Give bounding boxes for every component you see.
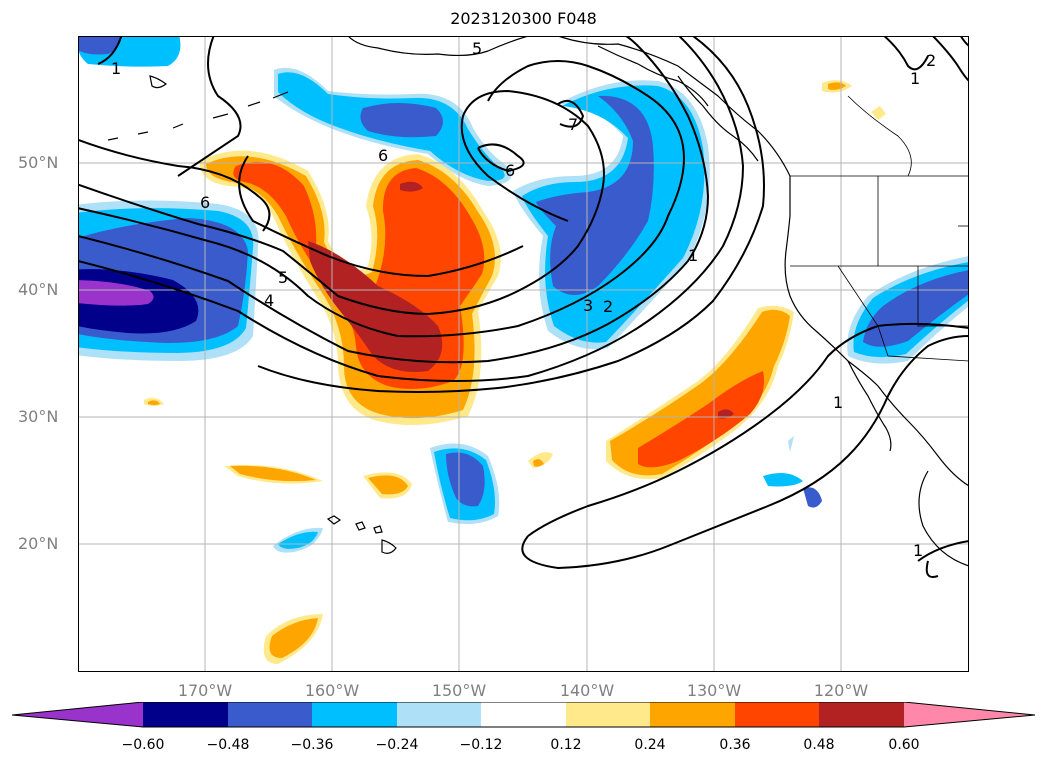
- contour-label: 6: [378, 146, 388, 165]
- contour-label: 1: [688, 246, 698, 265]
- contour-label: 1: [913, 541, 923, 560]
- colorbar-tick: 0.12: [550, 737, 582, 753]
- positive-anomaly-subtropical-band: [606, 305, 794, 480]
- colorbar-cell: [735, 702, 819, 727]
- contour-label: 6: [200, 193, 210, 212]
- colorbar-outline: [12, 702, 1036, 728]
- colorbar-tick: 0.36: [719, 737, 751, 753]
- contour-labels: 5 6 6 6 5 4 3 2 1 1 7 1 2 1 1: [111, 39, 936, 560]
- colorbar-cell: [143, 702, 228, 727]
- negative-anomaly-coastal-small: [763, 436, 822, 508]
- political-borders: [790, 95, 969, 362]
- contour-label: 1: [111, 59, 121, 78]
- lat-label-20n: 20°N: [18, 534, 59, 553]
- contour-label: 3: [583, 296, 593, 315]
- colorbar: [12, 702, 1036, 728]
- colorbar-cell: [566, 702, 650, 727]
- colorbar-cell: [819, 702, 904, 727]
- map-title: 2023120300 F048: [450, 9, 597, 28]
- contour-label: 7: [568, 115, 578, 134]
- lat-label-50n: 50°N: [18, 153, 59, 172]
- colorbar-tick: 0.60: [888, 737, 920, 753]
- contour-label: 2: [926, 51, 936, 70]
- colorbar-extend-low: [12, 702, 143, 727]
- negative-anomaly-southwest: [273, 527, 323, 553]
- colorbar-tick: −0.12: [459, 737, 503, 753]
- map-plot: 5 6 6 6 5 4 3 2 1 1 7 1 2 1 1: [78, 36, 969, 672]
- colorbar-extend-high: [904, 702, 1035, 727]
- colorbar-cell: [228, 702, 312, 727]
- colorbar-cell: [650, 702, 735, 727]
- colorbar-tick: −0.24: [375, 737, 419, 753]
- lon-label-120w: 120°W: [813, 681, 869, 700]
- colorbar-tick: −0.48: [206, 737, 250, 753]
- contour-label: 5: [472, 39, 482, 58]
- colorbar-tick: 0.48: [803, 737, 835, 753]
- lon-label-170w: 170°W: [177, 681, 233, 700]
- contour-label: 5: [278, 268, 288, 287]
- negative-anomaly-gulf-of-alaska: [274, 67, 512, 186]
- coastlines: [107, 36, 969, 567]
- colorbar-tick: 0.24: [634, 737, 666, 753]
- lon-label-150w: 150°W: [431, 681, 487, 700]
- negative-anomaly-northeast-pacific: [513, 80, 710, 350]
- colorbar-cell: [397, 702, 481, 727]
- colorbar-tick: −0.60: [121, 737, 165, 753]
- positive-anomaly-small-blobs: [144, 80, 886, 664]
- contour-label: 1: [910, 69, 920, 88]
- contour-label: 2: [603, 297, 613, 316]
- contour-label: 6: [505, 161, 515, 180]
- lat-label-40n: 40°N: [18, 280, 59, 299]
- contour-label: 1: [833, 393, 843, 412]
- negative-anomaly-west: [78, 200, 259, 361]
- lon-label-160w: 160°W: [304, 681, 360, 700]
- colorbar-cell: [312, 702, 397, 727]
- lon-label-130w: 130°W: [686, 681, 742, 700]
- positive-anomaly-central-pacific: [199, 150, 501, 425]
- lon-label-140w: 140°W: [559, 681, 615, 700]
- colorbar-tick: −0.36: [290, 737, 334, 753]
- colorbar-cell: [481, 702, 566, 727]
- negative-anomaly-central: [430, 443, 500, 524]
- lat-label-30n: 30°N: [18, 407, 59, 426]
- contour-lines: [78, 36, 969, 578]
- negative-anomaly-northwest-corner: [78, 36, 181, 67]
- negative-anomaly-inland: [847, 256, 969, 364]
- contour-label: 4: [264, 291, 274, 310]
